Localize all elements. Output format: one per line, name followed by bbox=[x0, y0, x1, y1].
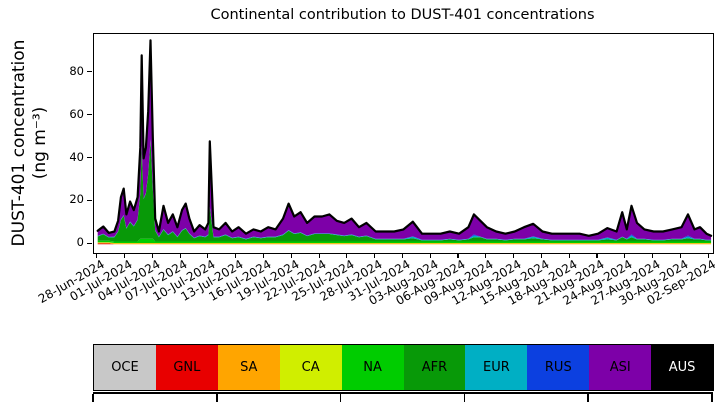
bottom-axis-tick bbox=[92, 393, 94, 402]
legend-item-EUR: EUR bbox=[465, 345, 528, 390]
x-tick-mark bbox=[624, 253, 626, 258]
legend-item-label: GNL bbox=[173, 360, 201, 375]
x-tick-mark bbox=[540, 253, 543, 258]
legend-item-label: RUS bbox=[544, 360, 572, 375]
y-tick-mark bbox=[87, 113, 92, 116]
bottom-axis-tick bbox=[587, 393, 589, 402]
area-CA bbox=[97, 242, 712, 244]
x-tick-mark bbox=[179, 253, 181, 258]
x-tick-mark bbox=[429, 253, 431, 258]
y-tick-label: 80 bbox=[69, 63, 84, 78]
legend-item-CA: CA bbox=[279, 345, 342, 390]
plot-area bbox=[93, 33, 714, 254]
legend-item-label: NA bbox=[363, 360, 382, 375]
x-tick-mark bbox=[96, 253, 98, 258]
x-tick-mark bbox=[596, 253, 598, 258]
area-ASI bbox=[97, 40, 712, 240]
x-tick-mark bbox=[485, 253, 487, 258]
area-NA bbox=[97, 238, 712, 243]
bottom-axis-tick bbox=[216, 393, 218, 402]
x-tick-mark bbox=[374, 253, 376, 258]
y-tick-mark bbox=[87, 242, 92, 244]
stacked-area-svg bbox=[96, 39, 713, 245]
x-tick-mark bbox=[235, 253, 237, 258]
x-tick-mark bbox=[513, 253, 515, 258]
x-tick-mark bbox=[346, 253, 348, 258]
y-tick-mark bbox=[87, 71, 92, 73]
legend-item-OCE: OCE bbox=[94, 345, 156, 390]
x-tick-mark bbox=[207, 253, 209, 258]
legend-item-label: AFR bbox=[421, 360, 448, 375]
legend-item-label: ASI bbox=[609, 360, 631, 375]
area-SA bbox=[97, 242, 712, 245]
x-tick-mark bbox=[262, 253, 265, 258]
chart-title: Continental contribution to DUST-401 con… bbox=[210, 7, 595, 23]
legend-item-AUS: AUS bbox=[651, 345, 714, 390]
y-tick-mark bbox=[87, 199, 92, 202]
legend-item-NA: NA bbox=[341, 345, 404, 390]
x-tick-mark bbox=[679, 253, 682, 258]
y-tick-label: 60 bbox=[69, 106, 84, 121]
bottom-axis-tick bbox=[463, 393, 466, 402]
y-axis-label-line1: DUST-401 concentration bbox=[8, 39, 29, 247]
legend-item-SA: SA bbox=[217, 345, 280, 390]
legend-item-ASI: ASI bbox=[589, 345, 652, 390]
legend-item-GNL: GNL bbox=[155, 345, 218, 390]
bottom-axis-tick bbox=[711, 393, 713, 402]
area-AUS bbox=[97, 40, 712, 236]
x-tick-mark bbox=[652, 253, 654, 258]
legend-strip: OCE GNL SA CA NA AFR EUR RUS ASI AUS bbox=[93, 344, 714, 391]
x-tick-mark bbox=[151, 253, 153, 258]
x-tick-mark bbox=[123, 253, 126, 258]
y-tick-label: 0 bbox=[76, 235, 84, 250]
bottom-partial-axis-line bbox=[93, 392, 713, 394]
legend-item-RUS: RUS bbox=[527, 345, 590, 390]
legend-item-label: OCE bbox=[111, 360, 139, 375]
x-tick-mark bbox=[290, 253, 292, 258]
y-axis-label: DUST-401 concentration (ng m⁻³) bbox=[9, 40, 52, 247]
area-GNL bbox=[97, 243, 712, 245]
x-tick-mark bbox=[568, 253, 570, 258]
legend-item-AFR: AFR bbox=[403, 345, 466, 390]
legend-item-label: AUS bbox=[668, 360, 696, 375]
x-tick-mark bbox=[707, 253, 709, 258]
legend-item-label: CA bbox=[301, 360, 320, 375]
x-tick-mark bbox=[318, 253, 320, 258]
bottom-axis-tick bbox=[339, 393, 342, 402]
y-tick-label: 40 bbox=[69, 149, 84, 164]
y-axis-label-line2: (ng m⁻³) bbox=[30, 106, 50, 180]
total-outline bbox=[96, 39, 713, 237]
x-tick-mark bbox=[457, 253, 459, 258]
x-tick-mark bbox=[401, 253, 404, 258]
legend-item-label: EUR bbox=[483, 360, 510, 375]
y-tick-mark bbox=[87, 156, 92, 159]
legend-item-label: SA bbox=[240, 360, 258, 375]
y-tick-label: 20 bbox=[69, 192, 84, 207]
